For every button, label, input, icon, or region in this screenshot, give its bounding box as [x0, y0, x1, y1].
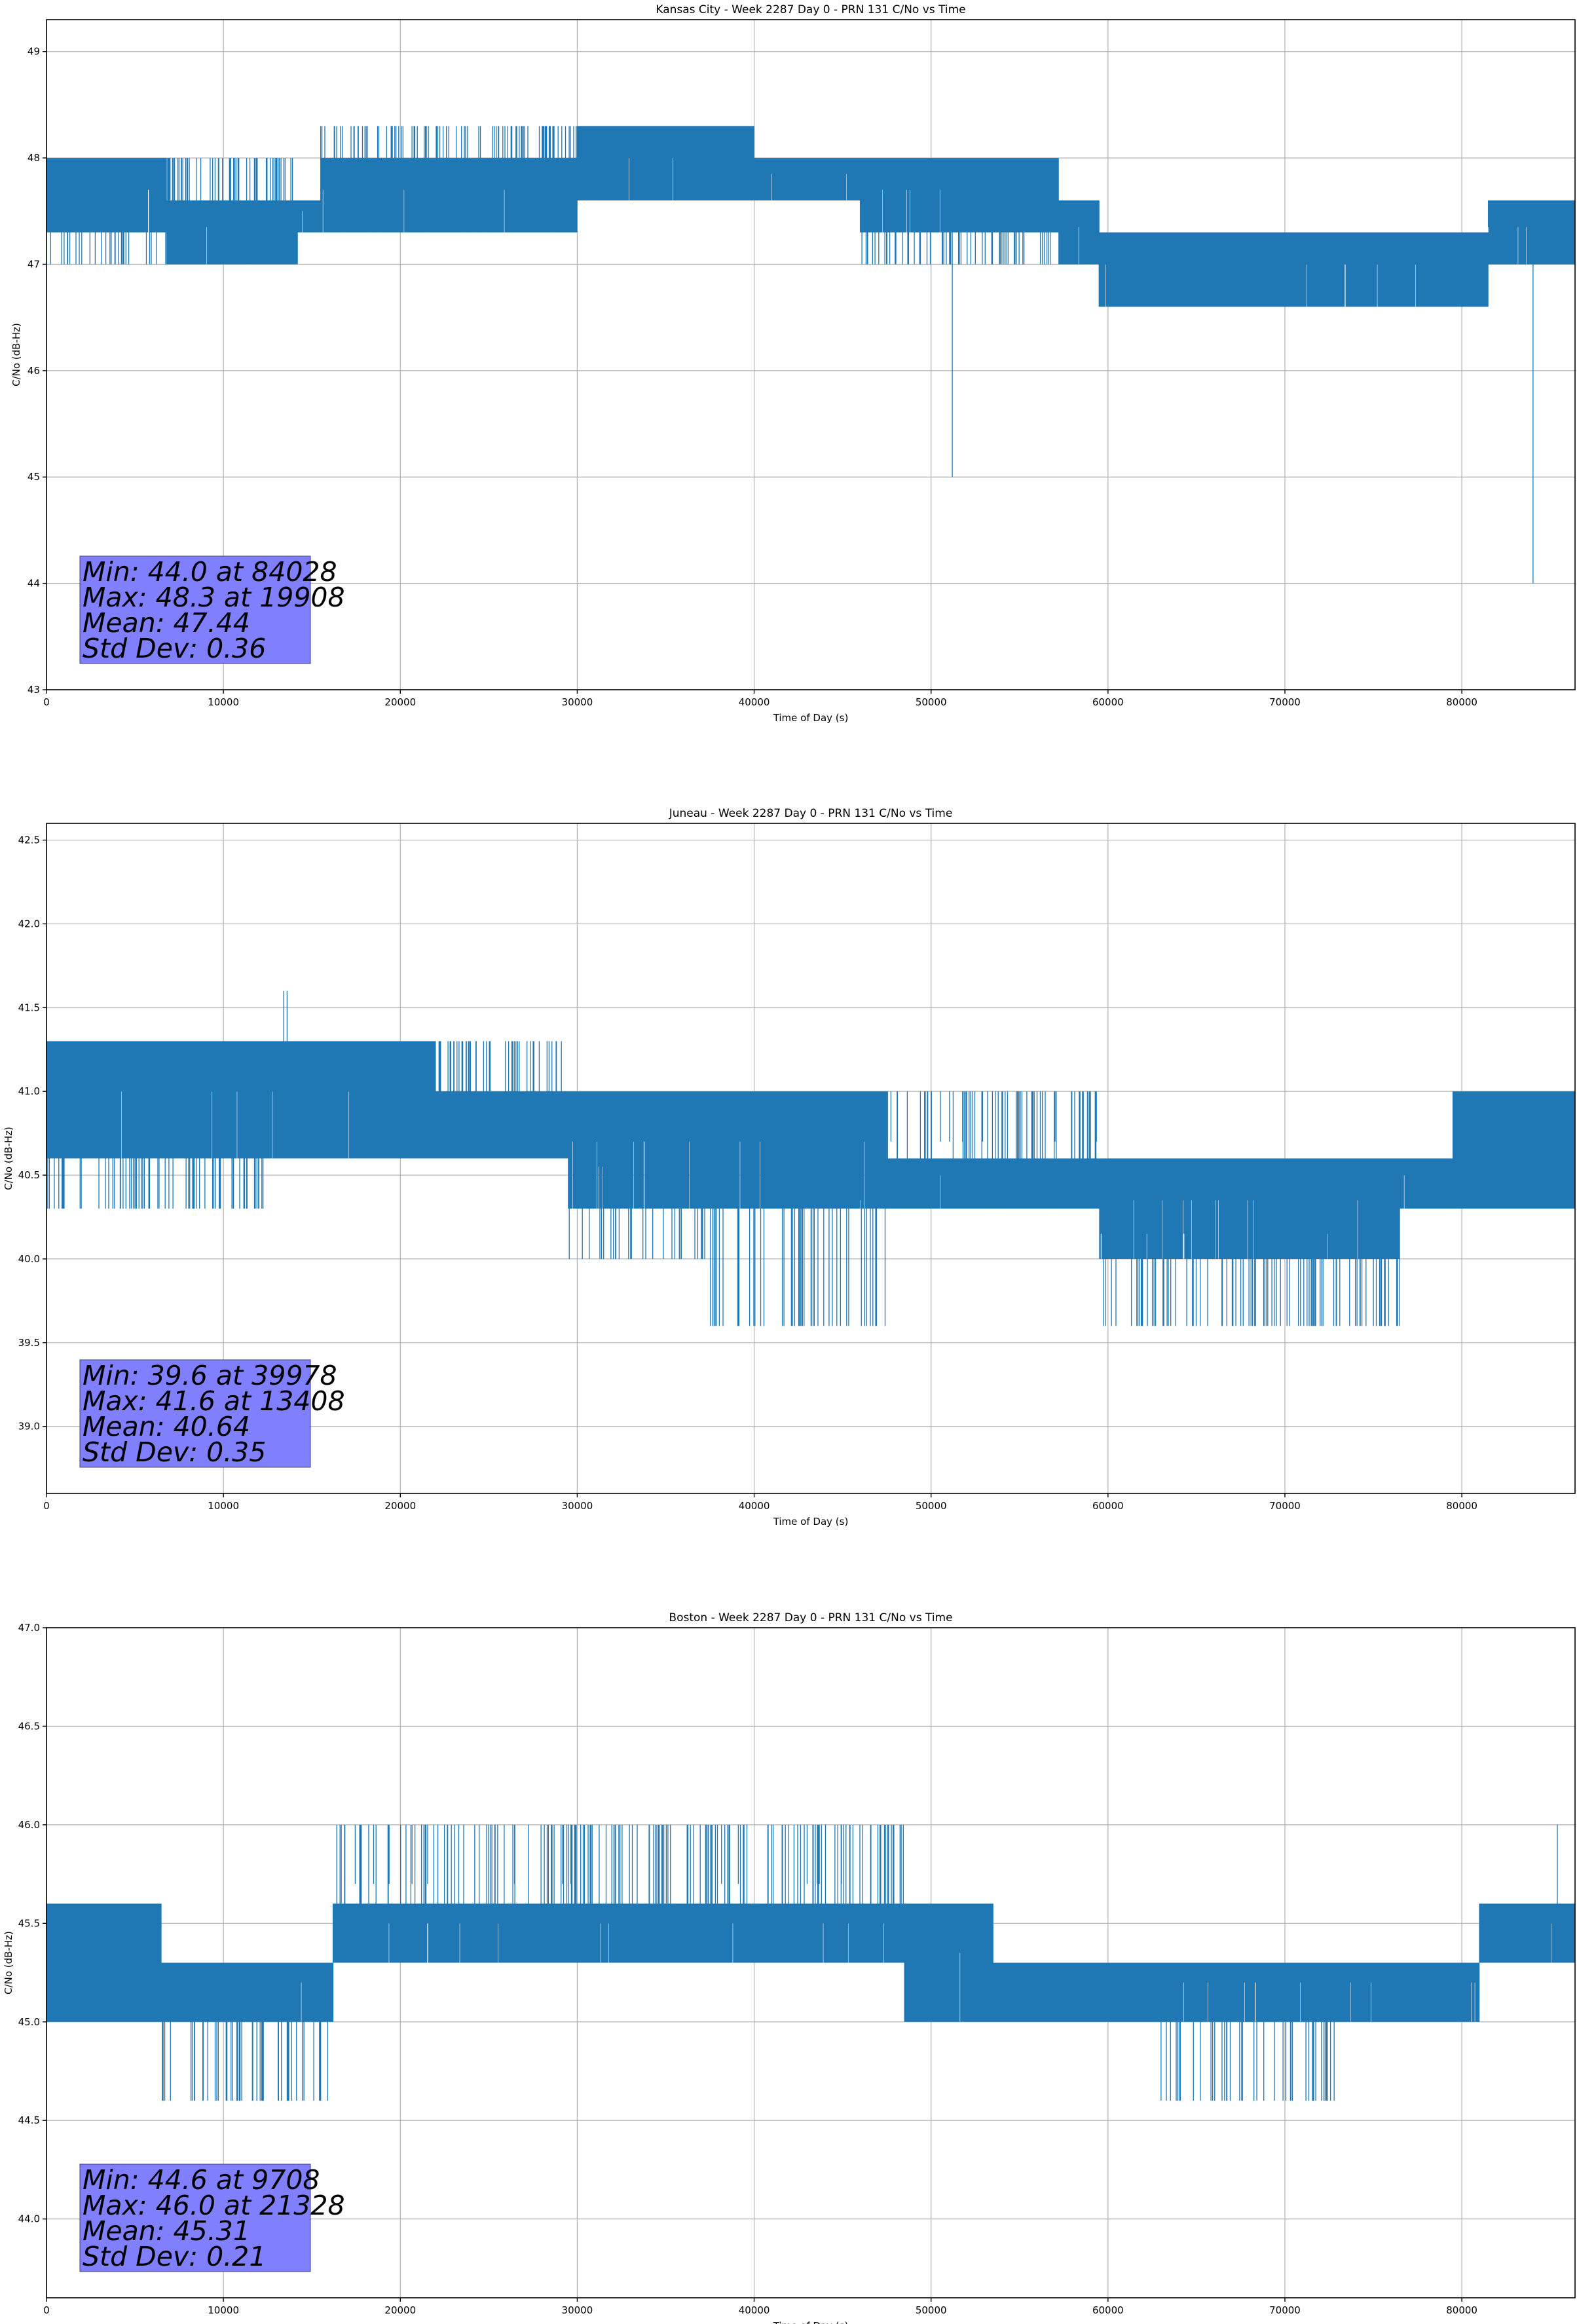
x-tick-label: 20000 [384, 1500, 416, 1512]
stats-box-background [79, 2164, 311, 2272]
stats-line: Mean: 47.44 [83, 607, 250, 639]
y-tick-label: 47.0 [18, 1622, 40, 1634]
y-tick-label: 44.0 [18, 2213, 40, 2225]
plot-frame [46, 1627, 1576, 2298]
x-tick-label: 0 [43, 1500, 50, 1512]
y-tick-label: 40.5 [18, 1169, 40, 1181]
stats-line: Mean: 45.31 [83, 2215, 250, 2247]
y-tick-label: 49 [28, 46, 40, 58]
x-tick-label: 40000 [739, 2304, 770, 2316]
x-axis-label: Time of Day (s) [773, 2320, 849, 2324]
x-tick-label: 70000 [1269, 696, 1301, 708]
y-axis-label: C/No (dB-Hz) [3, 1127, 14, 1190]
stats-line: Max: 41.6 at 13408 [83, 1385, 345, 1417]
cno-series-line [46, 1824, 1576, 2101]
y-tick-label: 42.5 [18, 834, 40, 846]
x-tick-label: 50000 [916, 1500, 947, 1512]
x-tick-label: 0 [43, 2304, 50, 2316]
x-tick-label: 60000 [1092, 2304, 1124, 2316]
stats-box-background [79, 555, 311, 664]
y-tick-label: 39.0 [18, 1421, 40, 1433]
x-tick-label: 70000 [1269, 1500, 1301, 1512]
stats-line: Max: 46.0 at 21328 [83, 2190, 345, 2221]
x-tick-label: 20000 [384, 696, 416, 708]
y-tick-label: 45 [28, 471, 40, 483]
x-tick-label: 80000 [1446, 696, 1477, 708]
x-tick-label: 60000 [1092, 1500, 1124, 1512]
y-tick-label: 42.0 [18, 918, 40, 929]
y-tick-label: 43 [28, 684, 40, 696]
x-tick-label: 50000 [916, 2304, 947, 2316]
y-tick-label: 46.5 [18, 1720, 40, 1732]
x-axis-label: Time of Day (s) [773, 1516, 849, 1527]
x-tick-label: 30000 [562, 1500, 593, 1512]
stats-line: Min: 44.6 at 9708 [83, 2164, 320, 2196]
x-tick-label: 10000 [208, 1500, 239, 1512]
stats-line: Max: 48.3 at 19908 [83, 582, 345, 613]
chart-title: Boston - Week 2287 Day 0 - PRN 131 C/No … [669, 1611, 952, 1624]
y-axis-label: C/No (dB-Hz) [3, 1931, 14, 1995]
x-tick-label: 60000 [1092, 696, 1124, 708]
y-tick-label: 44 [28, 578, 40, 590]
y-tick-label: 39.5 [18, 1337, 40, 1349]
plot-frame [46, 823, 1576, 1494]
y-tick-label: 47 [28, 258, 40, 270]
x-tick-label: 80000 [1446, 1500, 1477, 1512]
y-axis-label: C/No (dB-Hz) [10, 323, 22, 386]
plot-frame [46, 19, 1576, 690]
y-tick-label: 40.0 [18, 1253, 40, 1265]
y-tick-label: 45.5 [18, 1917, 40, 1929]
x-tick-label: 40000 [739, 696, 770, 708]
x-tick-label: 10000 [208, 696, 239, 708]
chart-title: Juneau - Week 2287 Day 0 - PRN 131 C/No … [669, 807, 953, 820]
y-tick-label: 48 [28, 152, 40, 164]
stats-box-background [79, 1359, 311, 1468]
y-tick-label: 45.0 [18, 2016, 40, 2028]
x-tick-label: 20000 [384, 2304, 416, 2316]
stats-line: Min: 44.0 at 84028 [83, 556, 337, 588]
stats-line: Std Dev: 0.35 [83, 1436, 266, 1468]
cno-series-line [46, 126, 1576, 584]
x-tick-label: 80000 [1446, 2304, 1477, 2316]
x-tick-label: 50000 [916, 696, 947, 708]
x-tick-label: 30000 [562, 2304, 593, 2316]
x-axis-label: Time of Day (s) [773, 712, 849, 724]
y-tick-label: 46.0 [18, 1819, 40, 1831]
cno-series-line [46, 990, 1576, 1326]
x-tick-label: 0 [43, 696, 50, 708]
chart-panel-1: Kansas City - Week 2287 Day 0 - PRN 131 … [10, 3, 1576, 724]
y-tick-label: 41.5 [18, 1002, 40, 1013]
stats-line: Mean: 40.64 [83, 1411, 250, 1442]
stats-line: Std Dev: 0.36 [83, 633, 266, 664]
stats-line: Min: 39.6 at 39978 [83, 1360, 337, 1391]
chart-panel-2: Juneau - Week 2287 Day 0 - PRN 131 C/No … [3, 807, 1576, 1527]
y-tick-label: 41.0 [18, 1085, 40, 1097]
x-tick-label: 30000 [562, 696, 593, 708]
x-tick-label: 70000 [1269, 2304, 1301, 2316]
x-tick-label: 10000 [208, 2304, 239, 2316]
x-tick-label: 40000 [739, 1500, 770, 1512]
y-tick-label: 46 [28, 365, 40, 377]
chart-title: Kansas City - Week 2287 Day 0 - PRN 131 … [656, 3, 965, 16]
stats-line: Std Dev: 0.21 [83, 2241, 266, 2272]
y-tick-label: 44.5 [18, 2114, 40, 2126]
chart-panel-3: Boston - Week 2287 Day 0 - PRN 131 C/No … [3, 1611, 1576, 2324]
